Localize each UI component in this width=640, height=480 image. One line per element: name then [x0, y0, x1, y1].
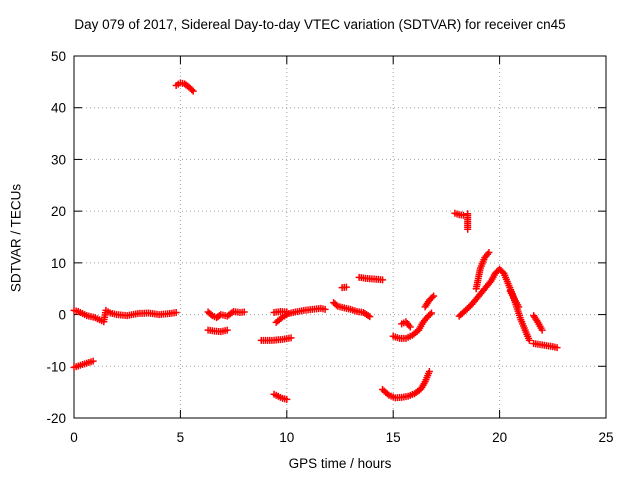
- x-tick-label: 5: [177, 430, 185, 445]
- data-point: [189, 87, 197, 95]
- data-point: [515, 303, 523, 311]
- data-point: [485, 249, 493, 257]
- data-point: [89, 357, 97, 365]
- y-tick-label: 10: [51, 256, 66, 271]
- data-point: [426, 310, 434, 318]
- x-tick-label: 0: [70, 430, 78, 445]
- data-point: [321, 305, 329, 313]
- data-point: [538, 326, 546, 334]
- chart-title: Day 079 of 2017, Sidereal Day-to-day VTE…: [74, 17, 566, 32]
- data-point: [223, 326, 231, 334]
- data-point: [342, 283, 350, 291]
- y-tick-label: 40: [51, 101, 66, 116]
- data-point: [287, 334, 295, 342]
- x-axis-label: GPS time / hours: [288, 456, 392, 471]
- data-point: [366, 313, 374, 321]
- data-point: [464, 225, 472, 233]
- y-tick-label: -20: [46, 411, 66, 426]
- y-tick-label: 50: [51, 49, 66, 64]
- data-point: [428, 309, 436, 317]
- y-tick-label: -10: [46, 359, 66, 374]
- data-point: [207, 310, 215, 318]
- data-point: [332, 301, 340, 309]
- plot-frame: [73, 55, 607, 419]
- data-point: [379, 276, 387, 284]
- data-point: [553, 344, 561, 352]
- data-point: [283, 395, 291, 403]
- data-point: [240, 308, 248, 316]
- y-tick-label: 30: [51, 152, 66, 167]
- data-point: [172, 309, 180, 317]
- x-tick-label: 15: [386, 430, 401, 445]
- y-tick-label: 20: [51, 204, 66, 219]
- data-point: [430, 292, 438, 300]
- data-point: [525, 336, 533, 344]
- data-point: [188, 86, 196, 94]
- y-tick-label: 0: [58, 308, 66, 323]
- data-point: [283, 308, 291, 316]
- x-tick-label: 10: [279, 430, 294, 445]
- data-point: [425, 367, 433, 375]
- x-tick-label: 20: [492, 430, 507, 445]
- data-point: [406, 323, 414, 331]
- data-point: [428, 293, 436, 301]
- x-tick-label: 25: [598, 430, 613, 445]
